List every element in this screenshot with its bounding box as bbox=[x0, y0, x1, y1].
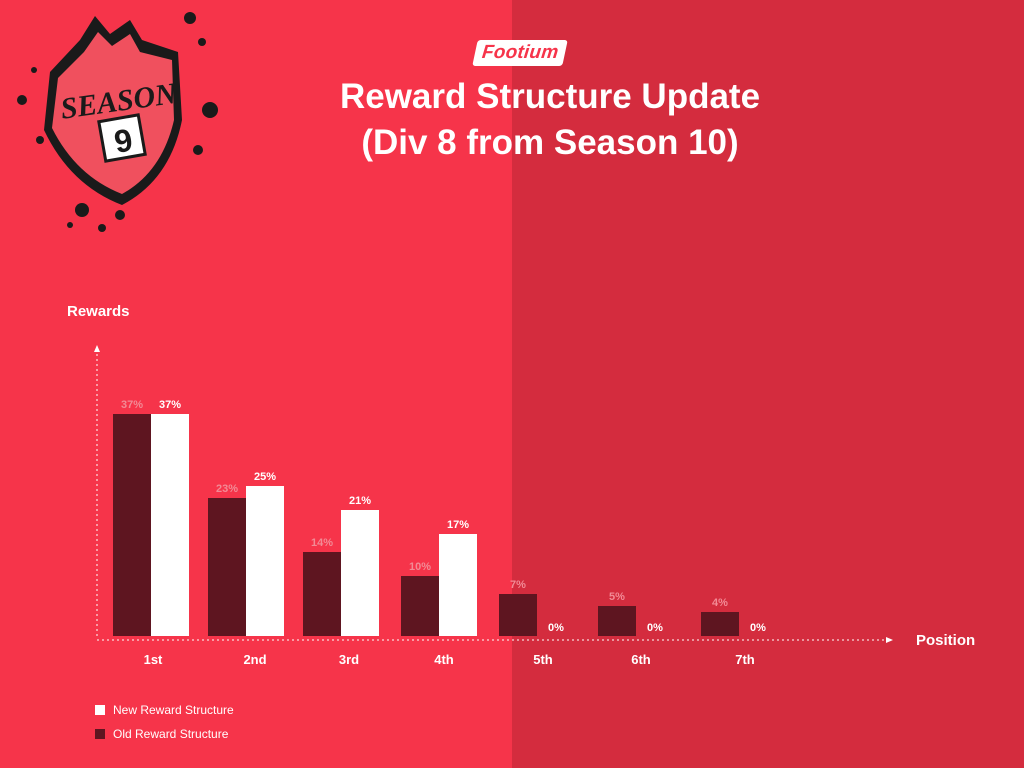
y-axis-arrow bbox=[94, 345, 100, 352]
data-label-old-3rd: 14% bbox=[311, 537, 333, 549]
legend-new: New Reward Structure bbox=[95, 703, 234, 717]
legend-old: Old Reward Structure bbox=[95, 727, 228, 741]
ink-splatter bbox=[17, 12, 218, 232]
data-label-new-4th: 17% bbox=[447, 519, 469, 531]
badge-number-box bbox=[97, 113, 147, 163]
data-label-new-2nd: 25% bbox=[254, 471, 276, 483]
data-label-new-3rd: 21% bbox=[349, 495, 371, 507]
legend-new-label: New Reward Structure bbox=[113, 703, 234, 717]
y-axis-label: Rewards bbox=[67, 303, 130, 320]
data-label-new-7th: 0% bbox=[750, 622, 766, 634]
data-label-new-5th: 0% bbox=[548, 622, 564, 634]
bar-new-3rd bbox=[341, 510, 379, 636]
legend-old-label: Old Reward Structure bbox=[113, 727, 229, 741]
bar-old-2nd bbox=[208, 498, 246, 636]
data-label-old-6th: 5% bbox=[609, 591, 625, 603]
bar-old-7th bbox=[701, 612, 739, 636]
data-label-old-2nd: 23% bbox=[216, 483, 238, 495]
x-tick-3rd: 3rd bbox=[339, 652, 359, 667]
bar-new-2nd bbox=[246, 486, 284, 636]
x-tick-4th: 4th bbox=[434, 652, 454, 667]
axes bbox=[94, 345, 893, 643]
x-tick-1st: 1st bbox=[144, 652, 163, 667]
x-axis-label: Position bbox=[916, 632, 976, 649]
x-tick-2nd: 2nd bbox=[243, 652, 266, 667]
page-title-line1: Reward Structure Update bbox=[339, 77, 761, 116]
data-label-old-5th: 7% bbox=[510, 579, 526, 591]
bar-old-6th bbox=[598, 606, 636, 636]
data-label-old-1st: 37% bbox=[121, 399, 143, 411]
badge-number: 9 bbox=[112, 122, 136, 161]
data-label-new-6th: 0% bbox=[647, 622, 663, 634]
legend-new-swatch bbox=[95, 705, 105, 715]
x-axis-arrow bbox=[886, 637, 893, 643]
data-label-new-1st: 37% bbox=[159, 399, 181, 411]
x-tick-7th: 7th bbox=[735, 652, 755, 667]
legend-old-swatch bbox=[95, 729, 105, 739]
season-badge: SEASON 9 bbox=[17, 12, 218, 232]
bars-group: 37% 37% 1st 23% 25% 2nd 14% 21% 3rd 10% 17% 4th 7% 0%… bbox=[113, 399, 766, 667]
data-label-old-4th: 10% bbox=[409, 561, 431, 573]
bar-old-3rd bbox=[303, 552, 341, 636]
bar-old-1st bbox=[113, 414, 151, 636]
bar-new-1st bbox=[151, 414, 189, 636]
bar-new-4th bbox=[439, 534, 477, 636]
data-label-old-7th: 4% bbox=[712, 597, 728, 609]
bar-old-4th bbox=[401, 576, 439, 636]
bar-old-5th bbox=[499, 594, 537, 636]
x-tick-6th: 6th bbox=[631, 652, 651, 667]
page-title-line2: (Div 8 from Season 10) bbox=[361, 123, 739, 162]
x-tick-5th: 5th bbox=[533, 652, 553, 667]
